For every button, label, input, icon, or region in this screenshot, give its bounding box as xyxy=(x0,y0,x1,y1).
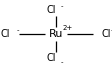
Text: -: - xyxy=(60,3,63,9)
Text: Cl: Cl xyxy=(102,29,111,39)
Text: Ru: Ru xyxy=(49,29,63,39)
Text: -: - xyxy=(60,59,63,65)
Text: -: - xyxy=(16,27,19,33)
Text: -: - xyxy=(110,27,112,33)
Text: Cl: Cl xyxy=(47,53,56,63)
Text: 2+: 2+ xyxy=(63,25,73,31)
Text: Cl: Cl xyxy=(1,29,10,39)
Text: Cl: Cl xyxy=(47,5,56,15)
